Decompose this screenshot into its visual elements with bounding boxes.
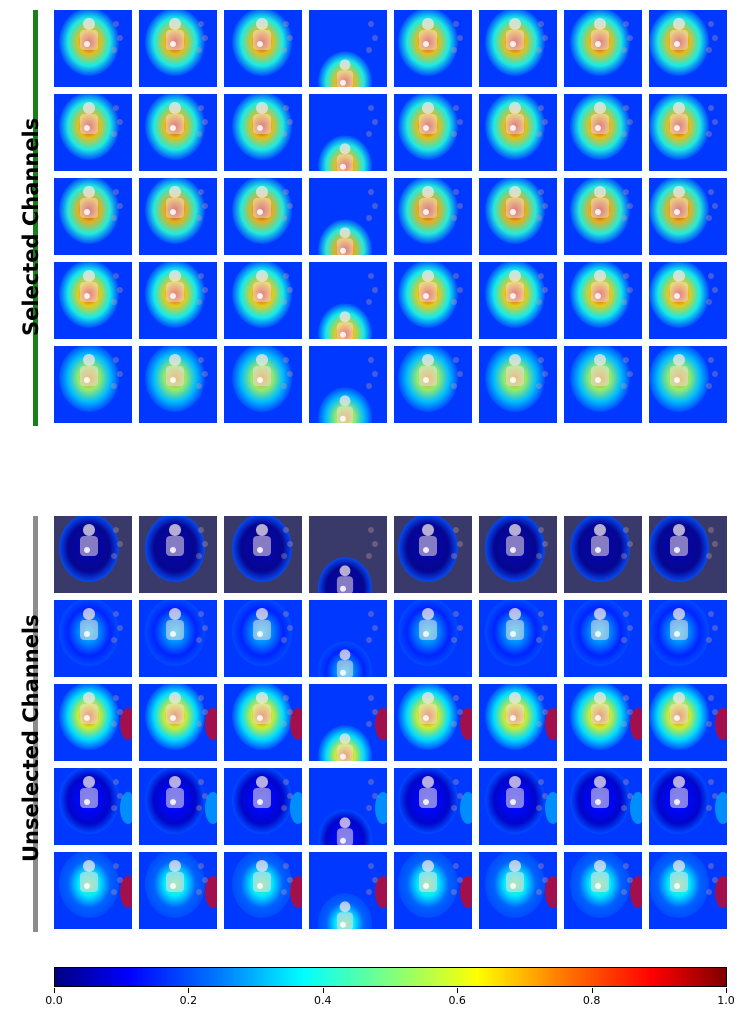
unselected-heatmap-tile — [649, 600, 727, 677]
selected-heatmap-tile — [394, 94, 472, 171]
unselected-heatmap-tile — [479, 852, 557, 929]
unselected-heatmap-tile — [139, 600, 217, 677]
selected-heatmap-tile — [649, 262, 727, 339]
selected-heatmap-tile — [139, 94, 217, 171]
selected-heatmap-tile — [309, 178, 387, 255]
unselected-heatmap-tile — [394, 768, 472, 845]
selected-heatmap-tile — [479, 262, 557, 339]
unselected-heatmap-tile — [309, 600, 387, 677]
unselected-heatmap-tile — [394, 684, 472, 761]
unselected-heatmap-tile — [54, 852, 132, 929]
selected-heatmap-tile — [54, 10, 132, 87]
unselected-heatmap-tile — [309, 768, 387, 845]
unselected-heatmap-tile — [564, 852, 642, 929]
colorbar-tick — [322, 988, 324, 993]
selected-heatmap-tile — [564, 262, 642, 339]
unselected-heatmap-tile — [649, 684, 727, 761]
selected-heatmap-tile — [479, 10, 557, 87]
selected-heatmap-tile — [649, 346, 727, 423]
selected-heatmap-tile — [139, 10, 217, 87]
colorbar-tick — [457, 988, 459, 993]
colorbar-tick-label: 0.4 — [314, 994, 332, 1007]
unselected-heatmap-tile — [224, 852, 302, 929]
selected-heatmap-tile — [649, 10, 727, 87]
colorbar-tick — [188, 988, 190, 993]
unselected-heatmap-tile — [54, 684, 132, 761]
selected-heatmap-tile — [139, 262, 217, 339]
selected-heatmap-tile — [564, 10, 642, 87]
unselected-heatmap-tile — [564, 684, 642, 761]
selected-heatmap-tile — [394, 10, 472, 87]
unselected-heatmap-tile — [564, 600, 642, 677]
unselected-heatmap-tile — [394, 852, 472, 929]
selected-heatmap-tile — [309, 94, 387, 171]
colorbar-tick — [591, 988, 593, 993]
selected-heatmap-tile — [309, 262, 387, 339]
colorbar-tick-label: 0.8 — [582, 994, 601, 1007]
unselected-heatmap-tile — [54, 516, 132, 593]
unselected-heatmap-tile — [224, 516, 302, 593]
colorbar-tick-label: 0.0 — [45, 994, 63, 1007]
selected-heatmap-tile — [139, 178, 217, 255]
colorbar-tick — [726, 988, 727, 993]
selected-heatmap-tile — [54, 262, 132, 339]
unselected-heatmap-tile — [54, 768, 132, 845]
unselected-heatmap-tile — [479, 768, 557, 845]
selected-heatmap-tile — [564, 178, 642, 255]
selected-heatmap-tile — [394, 262, 472, 339]
unselected-heatmap-tile — [479, 516, 557, 593]
selected-heatmap-tile — [479, 94, 557, 171]
selected-heatmap-tile — [564, 94, 642, 171]
unselected-heatmap-tile — [224, 600, 302, 677]
unselected-heatmap-tile — [479, 684, 557, 761]
unselected-heatmap-tile — [309, 516, 387, 593]
selected-heatmap-tile — [649, 94, 727, 171]
unselected-heatmap-tile — [139, 516, 217, 593]
selected-heatmap-tile — [224, 178, 302, 255]
selected-heatmap-tile — [309, 346, 387, 423]
selected-heatmap-tile — [54, 94, 132, 171]
unselected-heatmap-tile — [649, 852, 727, 929]
colorbar-tick — [54, 988, 55, 993]
selected-heatmap-tile — [479, 178, 557, 255]
unselected-heatmap-tile — [139, 684, 217, 761]
selected-heatmap-tile — [224, 346, 302, 423]
unselected-heatmap-tile — [394, 600, 472, 677]
selected-heatmap-tile — [224, 10, 302, 87]
colorbar-tick-label: 0.6 — [448, 994, 466, 1007]
selected-heatmap-tile — [224, 94, 302, 171]
selected-heatmap-tile — [479, 346, 557, 423]
selected-heatmap-tile — [649, 178, 727, 255]
unselected-channels-bar — [33, 516, 38, 932]
unselected-heatmap-tile — [224, 684, 302, 761]
unselected-heatmap-tile — [139, 768, 217, 845]
unselected-heatmap-tile — [224, 768, 302, 845]
unselected-heatmap-tile — [564, 768, 642, 845]
colorbar-tick-label: 1.0 — [717, 994, 735, 1007]
unselected-heatmap-tile — [649, 516, 727, 593]
unselected-heatmap-tile — [479, 600, 557, 677]
unselected-channels-label: Unselected Channels — [19, 614, 43, 862]
selected-heatmap-tile — [564, 346, 642, 423]
unselected-heatmap-tile — [139, 852, 217, 929]
unselected-heatmap-tile — [564, 516, 642, 593]
selected-channels-label: Selected Channels — [19, 117, 43, 336]
selected-heatmap-tile — [54, 178, 132, 255]
selected-heatmap-tile — [224, 262, 302, 339]
selected-heatmap-tile — [309, 10, 387, 87]
unselected-heatmap-tile — [309, 684, 387, 761]
selected-heatmap-tile — [54, 346, 132, 423]
colorbar — [54, 967, 727, 987]
selected-heatmap-tile — [394, 346, 472, 423]
selected-heatmap-tile — [139, 346, 217, 423]
unselected-heatmap-tile — [649, 768, 727, 845]
unselected-heatmap-tile — [309, 852, 387, 929]
selected-channels-bar — [33, 10, 38, 426]
unselected-heatmap-tile — [394, 516, 472, 593]
selected-heatmap-tile — [394, 178, 472, 255]
unselected-heatmap-tile — [54, 600, 132, 677]
colorbar-tick-label: 0.2 — [179, 994, 198, 1007]
